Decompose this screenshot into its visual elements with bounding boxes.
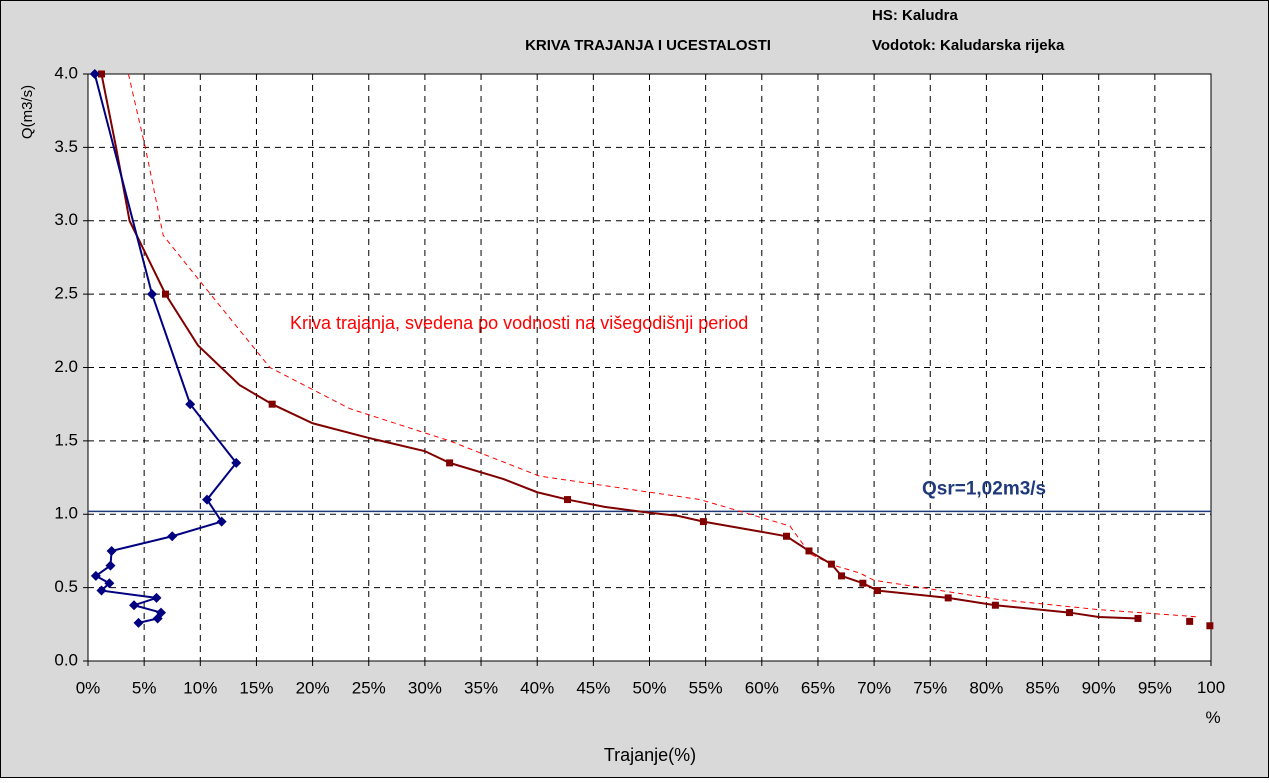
reference-label: Qsr=1,02m3/s <box>922 478 1046 499</box>
marker <box>446 459 454 467</box>
y-tick-label: 1.0 <box>54 504 78 523</box>
marker <box>152 613 163 624</box>
marker <box>96 585 107 596</box>
x-tick-label: 100% <box>1197 678 1225 727</box>
x-tick-label: 35% <box>464 678 498 697</box>
x-tick-label: 60% <box>745 678 779 697</box>
x-tick-label: 20% <box>296 678 330 697</box>
x-tick-label: 80% <box>969 678 1003 697</box>
y-tick-label: 3.0 <box>54 210 78 229</box>
station: HS: Kaludra <box>872 7 959 24</box>
annotation: Kriva trajanja, svedena po vodnosti na v… <box>290 313 748 333</box>
marker <box>129 600 140 611</box>
marker <box>827 560 835 568</box>
x-tick-label: 55% <box>689 678 723 697</box>
x-tick-label: 65% <box>801 678 835 697</box>
marker <box>873 587 881 595</box>
series-line <box>100 73 1139 620</box>
x-tick-label: 70% <box>857 678 891 697</box>
marker <box>838 572 846 580</box>
x-tick-label: 50% <box>632 678 666 697</box>
marker <box>944 594 952 602</box>
marker <box>1134 614 1142 622</box>
marker <box>991 601 999 609</box>
marker <box>97 70 105 78</box>
marker <box>90 570 101 581</box>
x-tick-label: 40% <box>520 678 554 697</box>
marker <box>89 69 100 79</box>
marker <box>699 518 707 526</box>
y-tick-label: 2.5 <box>54 284 78 303</box>
marker <box>1066 609 1074 617</box>
x-tick-label: 15% <box>239 678 273 697</box>
series-line <box>127 73 1200 618</box>
x-tick-label: 25% <box>352 678 386 697</box>
marker <box>167 531 178 542</box>
x-tick-label: 90% <box>1082 678 1116 697</box>
x-tick-label: 95% <box>1138 678 1172 697</box>
river: Vodotok: Kaludarska rijeka <box>872 37 1065 54</box>
marker <box>1186 617 1194 625</box>
marker <box>268 400 276 408</box>
x-tick-label: 75% <box>913 678 947 697</box>
x-tick-label: 85% <box>1026 678 1060 697</box>
y-tick-label: 3.5 <box>54 137 78 156</box>
marker <box>202 494 213 505</box>
marker <box>104 578 115 589</box>
x-tick-label: 10% <box>183 678 217 697</box>
y-tick-label: 2.0 <box>54 357 78 376</box>
y-tick-label: 0.0 <box>54 650 78 669</box>
x-tick-label: 45% <box>576 678 610 697</box>
marker <box>231 457 242 468</box>
marker <box>859 579 867 587</box>
marker <box>106 545 117 556</box>
x-axis-label: Trajanje(%) <box>604 745 696 765</box>
marker <box>151 592 162 603</box>
marker <box>783 532 791 540</box>
y-axis-label: Q(m3/s) <box>19 85 36 139</box>
y-tick-label: 4.0 <box>54 63 78 82</box>
y-tick-label: 1.5 <box>54 430 78 449</box>
x-tick-label: 0% <box>76 678 101 697</box>
plot-border <box>87 73 1212 662</box>
marker <box>161 290 169 298</box>
x-tick-label: 30% <box>408 678 442 697</box>
x-tick-label: 5% <box>132 678 157 697</box>
marker <box>805 547 813 555</box>
marker <box>564 496 572 504</box>
marker <box>185 399 196 410</box>
marker <box>133 617 144 628</box>
marker <box>105 560 116 571</box>
marker <box>1206 622 1214 630</box>
marker <box>147 289 158 300</box>
y-tick-label: 0.5 <box>54 577 78 596</box>
marker <box>216 516 227 527</box>
chart-title: KRIVA TRAJANJA I UCESTALOSTI <box>525 37 771 54</box>
